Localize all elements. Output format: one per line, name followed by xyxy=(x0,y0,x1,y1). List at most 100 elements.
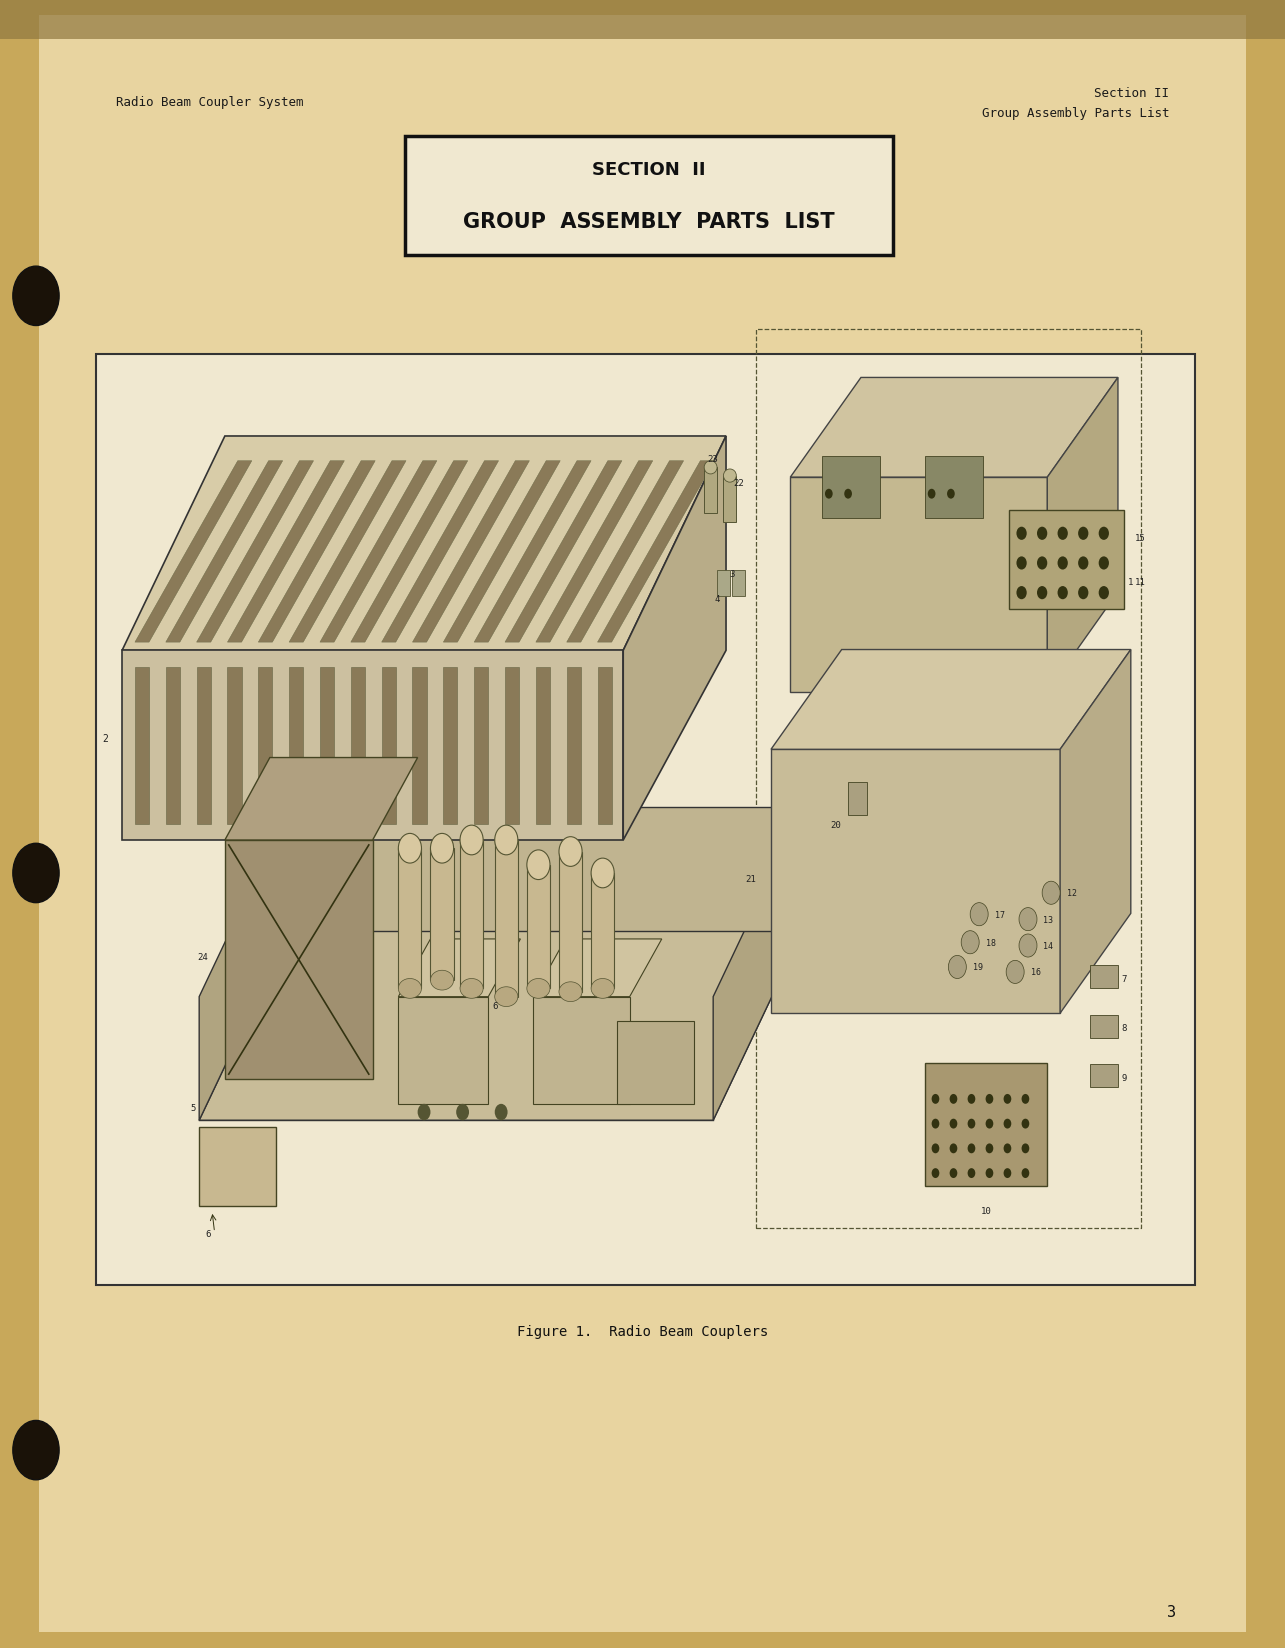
Bar xyxy=(1090,966,1118,989)
Ellipse shape xyxy=(527,850,550,880)
Ellipse shape xyxy=(398,979,421,999)
Circle shape xyxy=(1019,934,1037,957)
Ellipse shape xyxy=(460,826,483,855)
Text: 9: 9 xyxy=(1122,1073,1127,1083)
Text: 20: 20 xyxy=(830,821,840,829)
Circle shape xyxy=(950,1168,957,1178)
Text: 6: 6 xyxy=(206,1229,211,1238)
Text: Section II: Section II xyxy=(1095,87,1169,101)
Bar xyxy=(227,667,242,824)
Polygon shape xyxy=(533,939,662,997)
Circle shape xyxy=(456,1104,469,1121)
Circle shape xyxy=(1099,587,1109,600)
Bar xyxy=(320,667,334,824)
Text: 5: 5 xyxy=(190,1104,195,1112)
Circle shape xyxy=(844,489,852,499)
Text: 23: 23 xyxy=(708,455,718,463)
Polygon shape xyxy=(790,379,1118,478)
Circle shape xyxy=(950,1094,957,1104)
Bar xyxy=(197,667,211,824)
Circle shape xyxy=(1004,1144,1011,1154)
Bar xyxy=(0,0,1285,40)
Bar xyxy=(732,570,745,597)
Circle shape xyxy=(1042,882,1060,905)
Polygon shape xyxy=(166,461,283,643)
Circle shape xyxy=(968,1119,975,1129)
Circle shape xyxy=(947,489,955,499)
Polygon shape xyxy=(258,461,375,643)
Bar xyxy=(559,852,582,992)
Circle shape xyxy=(825,489,833,499)
Polygon shape xyxy=(351,461,468,643)
Polygon shape xyxy=(398,939,520,997)
Text: 12: 12 xyxy=(1067,888,1077,898)
Text: Radio Beam Coupler System: Radio Beam Coupler System xyxy=(116,96,303,109)
Text: 15: 15 xyxy=(1135,534,1145,542)
Polygon shape xyxy=(225,840,373,1079)
Text: 10: 10 xyxy=(980,1206,992,1215)
Circle shape xyxy=(932,1119,939,1129)
Bar xyxy=(474,667,488,824)
Ellipse shape xyxy=(495,826,518,855)
Ellipse shape xyxy=(430,971,454,990)
Text: 3: 3 xyxy=(730,570,735,578)
Ellipse shape xyxy=(527,979,550,999)
Text: Group Assembly Parts List: Group Assembly Parts List xyxy=(982,107,1169,120)
Polygon shape xyxy=(623,437,726,840)
Circle shape xyxy=(1016,587,1027,600)
Bar xyxy=(505,667,519,824)
Circle shape xyxy=(1078,557,1088,570)
Circle shape xyxy=(13,1421,59,1480)
Circle shape xyxy=(1037,587,1047,600)
Circle shape xyxy=(1058,527,1068,541)
Bar xyxy=(398,849,421,989)
Polygon shape xyxy=(412,461,529,643)
Ellipse shape xyxy=(723,470,736,483)
Circle shape xyxy=(932,1144,939,1154)
Polygon shape xyxy=(199,808,289,1121)
Circle shape xyxy=(950,1144,957,1154)
Circle shape xyxy=(986,1094,993,1104)
Circle shape xyxy=(1022,1094,1029,1104)
Ellipse shape xyxy=(430,834,454,864)
Text: 13: 13 xyxy=(1043,915,1054,925)
Bar xyxy=(135,667,149,824)
Polygon shape xyxy=(443,461,560,643)
Text: 11: 11 xyxy=(1135,578,1145,587)
Text: GROUP  ASSEMBLY  PARTS  LIST: GROUP ASSEMBLY PARTS LIST xyxy=(463,213,835,232)
Text: 17: 17 xyxy=(995,910,1005,920)
Circle shape xyxy=(986,1144,993,1154)
Circle shape xyxy=(495,1104,508,1121)
Circle shape xyxy=(1022,1144,1029,1154)
Circle shape xyxy=(13,267,59,326)
Bar xyxy=(925,1063,1047,1187)
Polygon shape xyxy=(227,461,344,643)
Circle shape xyxy=(1078,587,1088,600)
Circle shape xyxy=(968,1168,975,1178)
Bar xyxy=(822,456,880,519)
Ellipse shape xyxy=(460,979,483,999)
Circle shape xyxy=(418,1104,430,1121)
Circle shape xyxy=(1099,557,1109,570)
Circle shape xyxy=(950,1119,957,1129)
Polygon shape xyxy=(199,931,803,1121)
Bar xyxy=(925,456,983,519)
Bar xyxy=(289,667,303,824)
Bar xyxy=(704,468,717,514)
Circle shape xyxy=(948,956,966,979)
Polygon shape xyxy=(713,808,803,1121)
Circle shape xyxy=(986,1119,993,1129)
Bar xyxy=(351,667,365,824)
Circle shape xyxy=(1037,527,1047,541)
Ellipse shape xyxy=(495,987,518,1007)
Bar xyxy=(1009,511,1124,610)
Text: 6: 6 xyxy=(492,1002,497,1010)
Polygon shape xyxy=(505,461,622,643)
Circle shape xyxy=(13,844,59,903)
Polygon shape xyxy=(533,997,630,1104)
Circle shape xyxy=(961,931,979,954)
Ellipse shape xyxy=(559,982,582,1002)
Polygon shape xyxy=(1047,379,1118,692)
Polygon shape xyxy=(289,808,803,931)
Bar xyxy=(199,1127,276,1206)
